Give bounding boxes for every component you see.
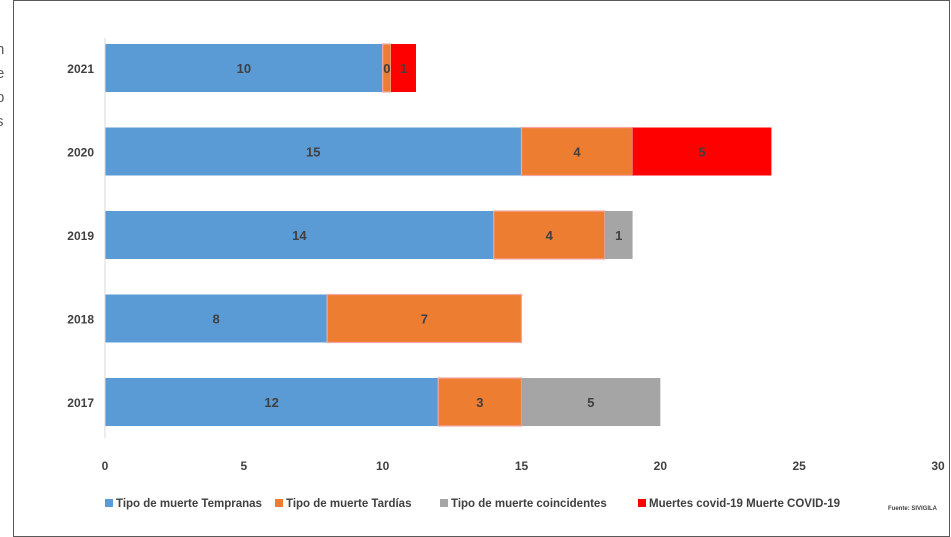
clipped-side-text: n e b s (0, 38, 12, 134)
x-tick-label: 0 (102, 459, 109, 473)
bar-muertes-covid-19-muerte-covid-19 (390, 44, 416, 92)
data-label: 10 (237, 61, 251, 76)
data-label: 8 (212, 312, 219, 327)
y-tick-label: 2020 (67, 146, 94, 160)
bar-tipo-de-muerte-tard-as (520, 126, 634, 177)
bar-tipo-de-muerte-tard-as (326, 293, 523, 344)
legend-swatch-muertes-covid-19-muerte-covid-19 (638, 499, 646, 507)
side-text-fragment: e (0, 65, 5, 82)
data-label: 1 (400, 61, 407, 76)
legend-label: Tipo de muerte Tempranas (116, 498, 262, 510)
legend-label: Tipo de muerte coincidentes (451, 498, 607, 510)
data-label: 4 (573, 145, 581, 160)
data-label: 7 (421, 312, 428, 327)
y-tick-label: 2018 (67, 313, 94, 327)
bar-tipo-de-muerte-tempranas (105, 378, 439, 426)
legend-swatch-tipo-de-muerte-tard-as (275, 499, 283, 507)
bar-tipo-de-muerte-tempranas (105, 211, 494, 259)
y-axis: 2021 2020 2019 2018 2017 (67, 38, 106, 438)
bar-tipo-de-muerte-tempranas (105, 127, 522, 176)
data-label: 0 (383, 61, 390, 76)
data-label: 5 (698, 145, 705, 160)
bar-tipo-de-muerte-tempranas (105, 294, 328, 343)
x-tick-label: 20 (654, 459, 668, 473)
side-text-fragment: b (0, 89, 5, 106)
x-tick-label: 25 (792, 459, 806, 473)
x-tick-label: 5 (240, 459, 247, 473)
legend-label: Tipo de muerte Tardías (286, 498, 411, 510)
x-axis: 0 5 10 15 20 25 30 (102, 459, 945, 473)
source-note: Fuente: SIVIGILA (888, 506, 938, 512)
bar-tipo-de-muerte-tard-as (382, 43, 392, 93)
legend-label: Muertes covid-19 Muerte COVID-19 (649, 498, 840, 510)
bar-tipo-de-muerte-coincidentes (521, 378, 661, 426)
legend-swatch-tipo-de-muerte-coincidentes (440, 499, 448, 507)
y-tick-label: 2021 (67, 62, 94, 76)
x-tick-label: 10 (376, 459, 390, 473)
data-labels-layer: 10 0 115 4 514 4 18 712 3 5 (212, 61, 705, 410)
bar-tipo-de-muerte-coincidentes (604, 211, 633, 259)
data-label: 5 (587, 395, 594, 410)
x-tick-label: 15 (515, 459, 529, 473)
legend: Tipo de muerte Tempranas Tipo de muerte T… (105, 498, 840, 510)
x-tick-label: 30 (931, 459, 945, 473)
data-label: 1 (615, 228, 622, 243)
data-label: 3 (476, 395, 483, 410)
data-label: 15 (306, 145, 320, 160)
side-text-fragment: n (0, 41, 5, 58)
bar-tipo-de-muerte-tempranas (105, 44, 383, 92)
legend-swatch-tipo-de-muerte-tempranas (105, 499, 113, 507)
side-text-fragment: s (0, 110, 12, 134)
data-label: 12 (264, 395, 278, 410)
bar-muertes-covid-19-muerte-covid-19 (632, 127, 772, 176)
y-tick-label: 2017 (67, 396, 94, 410)
data-label: 4 (546, 228, 554, 243)
y-tick-label: 2019 (67, 229, 94, 243)
data-label: 14 (292, 228, 307, 243)
bars-layer (105, 43, 772, 427)
bar-tipo-de-muerte-tard-as (493, 210, 606, 260)
